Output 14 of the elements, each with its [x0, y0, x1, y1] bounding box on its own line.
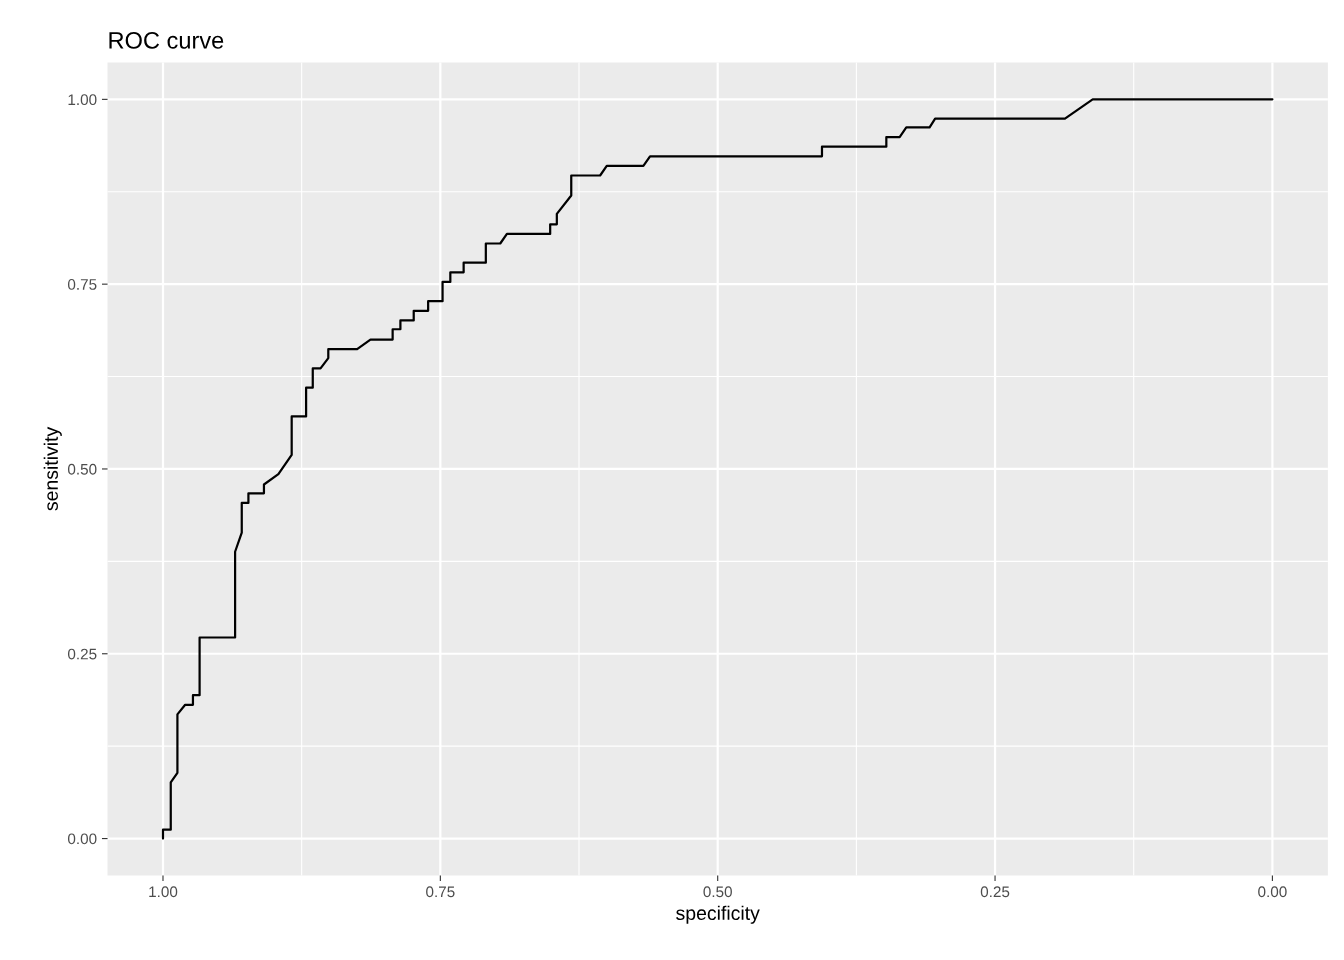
x-tick-label: 0.50	[703, 886, 732, 898]
y-axis-title: sensitivity	[43, 426, 62, 511]
chart-title: ROC curve	[109, 32, 224, 49]
y-tick-label: 0.75	[67, 279, 97, 290]
y-tick-label: 0.25	[67, 648, 97, 660]
x-tick-label: 1.00	[149, 886, 178, 898]
y-tick-label: 1.00	[68, 94, 97, 106]
y-tick-label: 0.00	[67, 833, 97, 845]
x-tick-label: 0.25	[980, 886, 1010, 898]
line-series	[161, 98, 1274, 840]
y-tick-label: 0.50	[67, 463, 97, 475]
x-tick-label: 0.75	[426, 886, 455, 898]
x-axis-title: specificity	[676, 905, 760, 924]
x-tick-label: 0.00	[1258, 886, 1287, 898]
